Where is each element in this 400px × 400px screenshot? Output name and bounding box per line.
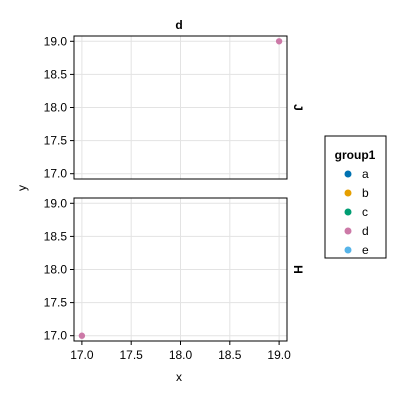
data-point [276, 38, 282, 44]
facet-panel: 17.0 17.5 18.0 18.5 19.0 17.0 17.5 18.0 18.5 19.0… [44, 196, 305, 362]
facet-panel: 17.0 17.5 18.0 18.5 19.0 J [44, 34, 305, 180]
y-tick-label: 17.5 [44, 134, 68, 148]
y-tick-label: 18.5 [44, 229, 68, 243]
x-tick-label: 17.5 [120, 348, 144, 362]
legend-marker [345, 247, 352, 254]
y-tick-label: 18.5 [44, 67, 68, 81]
legend-label: b [362, 186, 369, 200]
facet-panels: 17.0 17.5 18.0 18.5 19.0 J 17.0 17.5 18.0 18.5 19.… [44, 34, 305, 362]
facet-label: J [291, 104, 305, 111]
chart-title: d [175, 18, 182, 32]
y-tick-label: 18.0 [44, 101, 68, 115]
y-axis-label: y [15, 185, 29, 191]
y-tick-label: 17.0 [44, 329, 68, 343]
y-tick-label: 19.0 [44, 196, 68, 210]
x-axis-label: x [176, 370, 182, 384]
legend-marker [345, 209, 352, 216]
y-tick-label: 19.0 [44, 34, 68, 48]
legend-label: a [362, 167, 369, 181]
legend-marker [345, 171, 352, 178]
data-point [79, 333, 85, 339]
legend-title: group1 [335, 148, 376, 162]
x-tick-label: 19.0 [267, 348, 291, 362]
legend-label: d [362, 224, 369, 238]
legend-marker [345, 190, 352, 197]
facet-label: H [291, 265, 305, 274]
x-tick-label: 17.0 [70, 348, 94, 362]
x-tick-label: 18.5 [218, 348, 242, 362]
y-tick-label: 17.5 [44, 296, 68, 310]
legend-marker [345, 228, 352, 235]
y-tick-label: 18.0 [44, 263, 68, 277]
y-tick-label: 17.0 [44, 167, 68, 181]
legend-label: c [362, 205, 368, 219]
legend-label: e [362, 243, 369, 257]
x-tick-label: 18.0 [169, 348, 193, 362]
